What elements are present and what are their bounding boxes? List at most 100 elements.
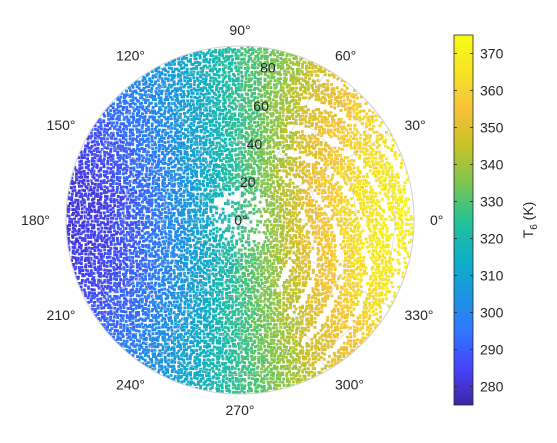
data-point xyxy=(145,150,148,154)
data-point xyxy=(84,207,88,211)
data-point xyxy=(269,86,273,89)
data-point xyxy=(195,92,199,96)
data-point xyxy=(208,198,212,202)
data-point xyxy=(148,111,152,114)
data-point xyxy=(332,184,336,188)
data-point xyxy=(323,128,326,132)
data-point xyxy=(214,146,217,150)
data-point xyxy=(374,173,377,177)
data-point xyxy=(227,61,231,65)
data-point xyxy=(179,176,183,179)
data-point xyxy=(137,220,141,223)
data-point xyxy=(291,121,295,125)
data-point xyxy=(217,182,221,186)
data-point xyxy=(70,220,74,224)
data-point xyxy=(99,221,103,224)
data-point xyxy=(241,106,245,110)
data-point xyxy=(393,205,397,209)
data-point xyxy=(123,181,127,185)
data-point xyxy=(102,236,106,240)
data-point xyxy=(256,100,260,103)
data-point xyxy=(202,208,206,212)
data-point xyxy=(266,134,270,138)
data-point xyxy=(270,176,273,180)
data-point xyxy=(279,82,283,86)
data-point xyxy=(337,137,341,141)
data-point xyxy=(299,163,302,167)
data-point xyxy=(330,217,334,221)
data-point xyxy=(358,110,362,114)
data-point xyxy=(217,194,221,198)
data-point xyxy=(109,224,113,228)
data-point xyxy=(305,201,309,205)
data-point xyxy=(308,146,311,149)
data-point xyxy=(92,189,96,193)
data-point xyxy=(204,128,208,132)
data-point xyxy=(215,150,219,154)
data-point xyxy=(320,111,324,115)
data-point xyxy=(281,63,284,66)
data-point xyxy=(142,87,146,90)
data-point xyxy=(343,137,347,141)
data-point xyxy=(78,195,82,199)
data-point xyxy=(370,117,374,121)
data-point xyxy=(183,227,186,231)
data-point xyxy=(335,213,339,217)
data-point xyxy=(298,198,302,202)
data-point xyxy=(286,121,289,125)
data-point xyxy=(283,72,286,76)
data-point xyxy=(321,220,325,224)
data-point xyxy=(285,239,289,242)
data-point xyxy=(211,198,215,201)
data-point xyxy=(183,136,186,140)
data-point xyxy=(285,98,288,102)
data-point xyxy=(275,198,279,202)
data-point xyxy=(228,188,231,191)
data-point xyxy=(310,178,314,182)
data-point xyxy=(299,150,302,154)
data-point xyxy=(104,234,107,238)
data-point xyxy=(327,150,331,154)
data-point xyxy=(167,151,171,154)
data-point xyxy=(90,233,93,237)
data-point xyxy=(324,141,328,145)
data-point xyxy=(204,242,208,246)
data-point xyxy=(71,245,75,249)
data-point xyxy=(131,131,134,135)
data-point xyxy=(192,210,195,214)
data-point xyxy=(102,179,106,182)
data-point xyxy=(256,223,259,227)
data-point xyxy=(271,138,275,142)
data-point xyxy=(138,184,142,188)
data-point xyxy=(211,89,214,93)
data-point xyxy=(307,187,310,191)
data-point xyxy=(395,206,398,210)
data-point xyxy=(207,168,211,172)
data-point xyxy=(179,74,182,78)
data-point xyxy=(335,86,339,90)
data-point xyxy=(276,59,280,63)
data-point xyxy=(228,79,232,83)
data-point xyxy=(164,63,168,67)
data-point xyxy=(176,123,180,127)
data-point xyxy=(289,168,293,172)
data-point xyxy=(157,178,161,182)
data-point xyxy=(211,223,215,227)
data-point xyxy=(99,214,103,218)
data-point xyxy=(291,240,295,244)
data-point xyxy=(269,162,273,166)
data-point xyxy=(295,169,299,173)
data-point xyxy=(275,116,279,119)
data-point xyxy=(179,67,183,70)
data-point xyxy=(263,186,267,190)
data-point xyxy=(336,188,340,192)
data-point xyxy=(328,181,331,185)
data-point xyxy=(163,153,166,157)
data-point xyxy=(150,198,154,202)
data-point xyxy=(301,171,305,175)
data-point xyxy=(171,207,175,211)
data-point xyxy=(367,118,371,122)
data-point xyxy=(170,238,174,242)
data-point xyxy=(231,77,235,81)
data-point xyxy=(281,58,285,62)
